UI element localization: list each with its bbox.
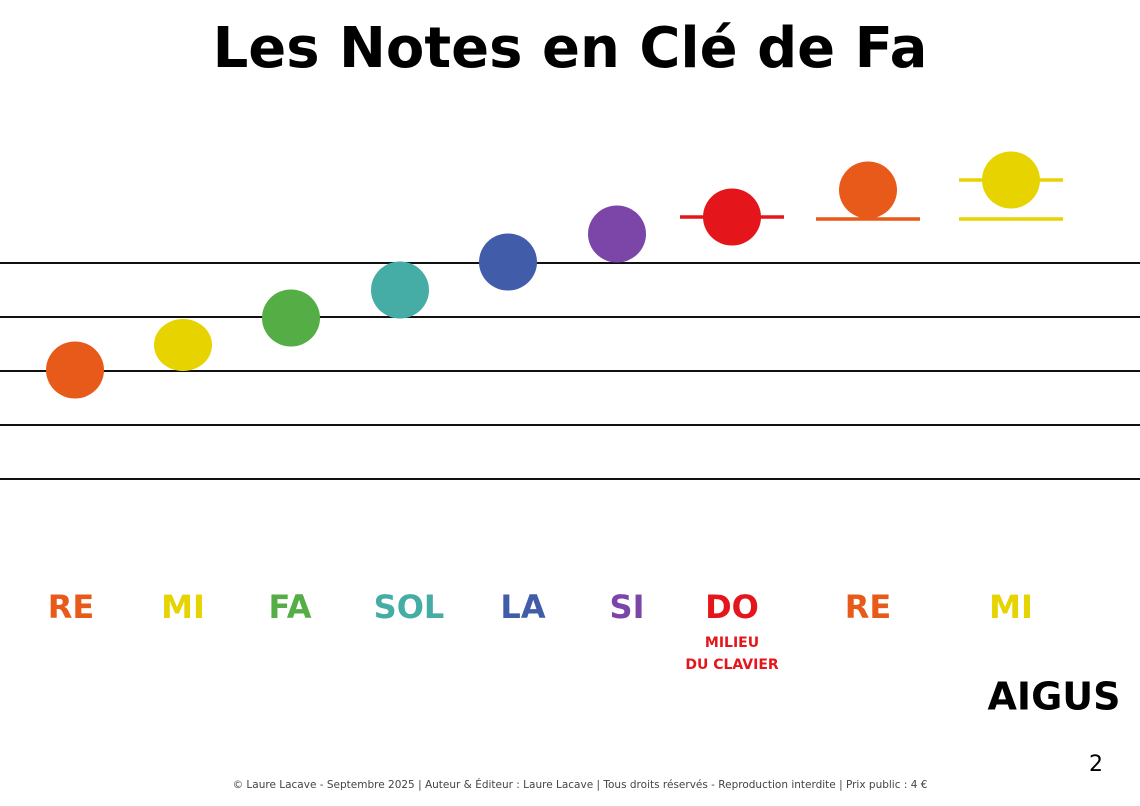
note-head <box>839 161 897 219</box>
note-label: MI <box>989 588 1033 626</box>
note-head <box>154 319 212 371</box>
note-sublabel: DU CLAVIER <box>685 657 779 673</box>
note-label: FA <box>269 588 312 626</box>
page-number: 2 <box>1089 752 1103 777</box>
staff <box>0 262 1140 480</box>
note-head <box>262 289 320 347</box>
register-label: AIGUS <box>988 675 1121 719</box>
note-head <box>982 151 1040 209</box>
note-label: RE <box>845 588 892 626</box>
note-label: RE <box>48 588 95 626</box>
note-sublabel: MILIEU <box>705 635 759 651</box>
note-label: DO <box>705 588 759 626</box>
note-label: MI <box>161 588 205 626</box>
note-label: SOL <box>374 588 445 626</box>
note-label: LA <box>500 588 545 626</box>
note-head <box>371 261 429 319</box>
note-head <box>588 205 646 263</box>
note-head <box>46 341 104 399</box>
note-label: SI <box>610 588 645 626</box>
title: Les Notes en Clé de Fa <box>213 16 928 81</box>
footer: © Laure Lacave - Septembre 2025 | Auteur… <box>233 778 928 791</box>
note-head <box>479 233 537 291</box>
note-head <box>703 188 761 246</box>
